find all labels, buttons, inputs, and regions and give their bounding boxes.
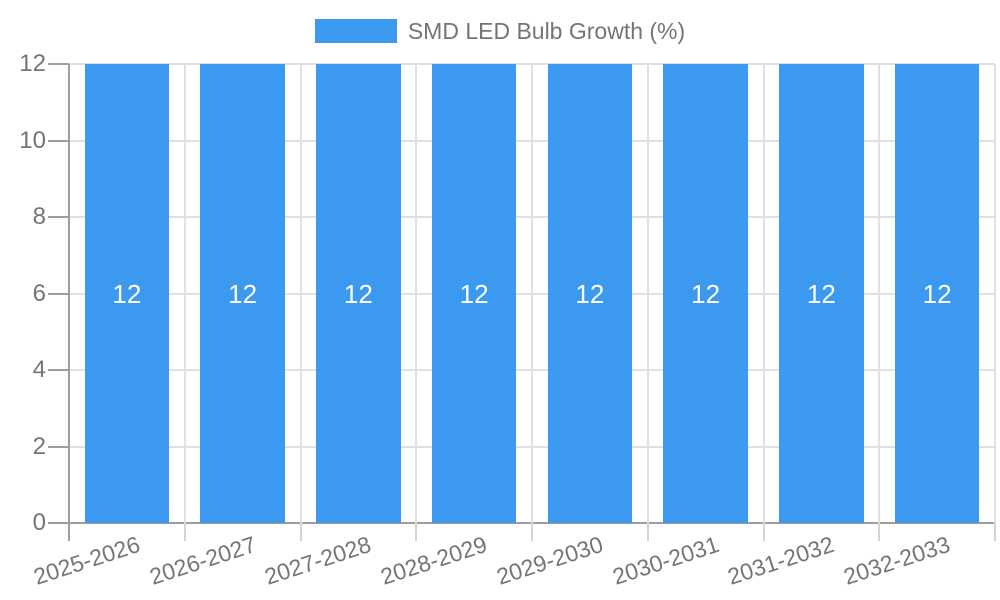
x-tick-label: 2032-2033: [840, 531, 954, 590]
bar[interactable]: [663, 64, 748, 523]
y-tick: [48, 216, 69, 218]
bar-value-label: 12: [343, 278, 373, 309]
v-gridline: [878, 64, 881, 523]
x-tick-label: 2029-2030: [493, 531, 606, 590]
y-tick: [48, 369, 69, 371]
bar[interactable]: [200, 64, 285, 523]
x-tick-label: 2030-2031: [609, 531, 722, 590]
legend-label[interactable]: SMD LED Bulb Growth (%): [407, 18, 686, 44]
y-tick: [48, 522, 69, 524]
y-tick-label: 10: [19, 126, 46, 154]
v-gridline: [646, 64, 649, 523]
x-tick: [299, 523, 302, 541]
bar[interactable]: [547, 64, 633, 523]
bar-value-label: 12: [806, 278, 836, 309]
y-tick-label: 4: [32, 356, 46, 383]
y-tick-label: 8: [32, 203, 46, 230]
bar[interactable]: [84, 64, 170, 523]
x-tick: [531, 523, 533, 541]
x-tick: [183, 523, 186, 541]
y-tick: [48, 292, 69, 295]
v-gridline: [299, 64, 302, 523]
bar[interactable]: [316, 64, 401, 523]
y-axis-line: [68, 64, 70, 541]
y-tick-label: 12: [19, 50, 46, 77]
bar-value-label: 12: [691, 278, 721, 309]
x-tick-label: 2026-2027: [146, 531, 259, 590]
x-tick-label: 2027-2028: [261, 531, 375, 590]
x-tick-label: 2025-2026: [30, 531, 143, 590]
y-tick-label: 2: [32, 432, 46, 460]
bar-value-label: 12: [112, 278, 142, 309]
v-gridline: [415, 64, 418, 523]
y-tick-label: 0: [32, 509, 46, 536]
v-gridline: [762, 64, 765, 523]
y-tick: [48, 445, 69, 448]
x-tick: [415, 523, 418, 541]
legend: SMD LED Bulb Growth (%): [0, 19, 1000, 43]
v-gridline: [531, 64, 533, 523]
bar-value-label: 12: [922, 278, 952, 309]
x-tick: [878, 523, 881, 541]
v-gridline: [183, 64, 186, 523]
v-gridline: [994, 64, 996, 523]
bar-value-label: 12: [228, 278, 258, 309]
x-tick-label: 2031-2032: [724, 531, 838, 590]
bar[interactable]: [431, 64, 517, 523]
x-tick-label: 2028-2029: [377, 531, 491, 590]
legend-swatch[interactable]: [314, 19, 397, 43]
y-tick: [48, 63, 69, 65]
y-tick-label: 6: [32, 279, 46, 307]
x-tick: [994, 523, 996, 541]
x-tick: [762, 523, 765, 541]
bar[interactable]: [894, 64, 980, 523]
y-tick: [48, 139, 69, 142]
bar-value-label: 12: [459, 278, 489, 309]
bar[interactable]: [779, 64, 864, 523]
bar-value-label: 12: [575, 278, 605, 309]
x-tick: [646, 523, 649, 541]
